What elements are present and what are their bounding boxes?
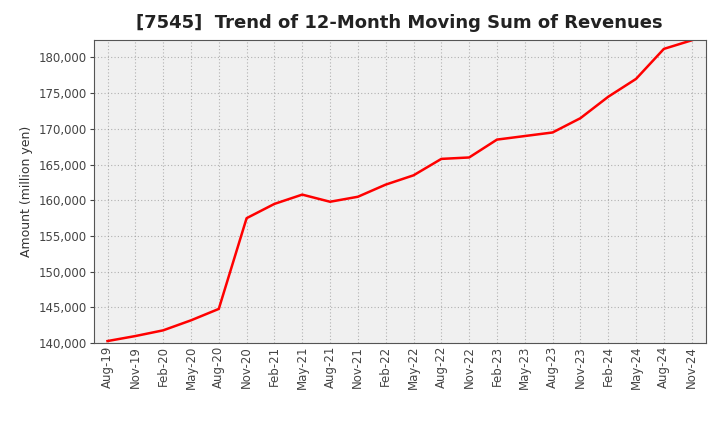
- Y-axis label: Amount (million yen): Amount (million yen): [20, 126, 33, 257]
- Title: [7545]  Trend of 12-Month Moving Sum of Revenues: [7545] Trend of 12-Month Moving Sum of R…: [136, 15, 663, 33]
